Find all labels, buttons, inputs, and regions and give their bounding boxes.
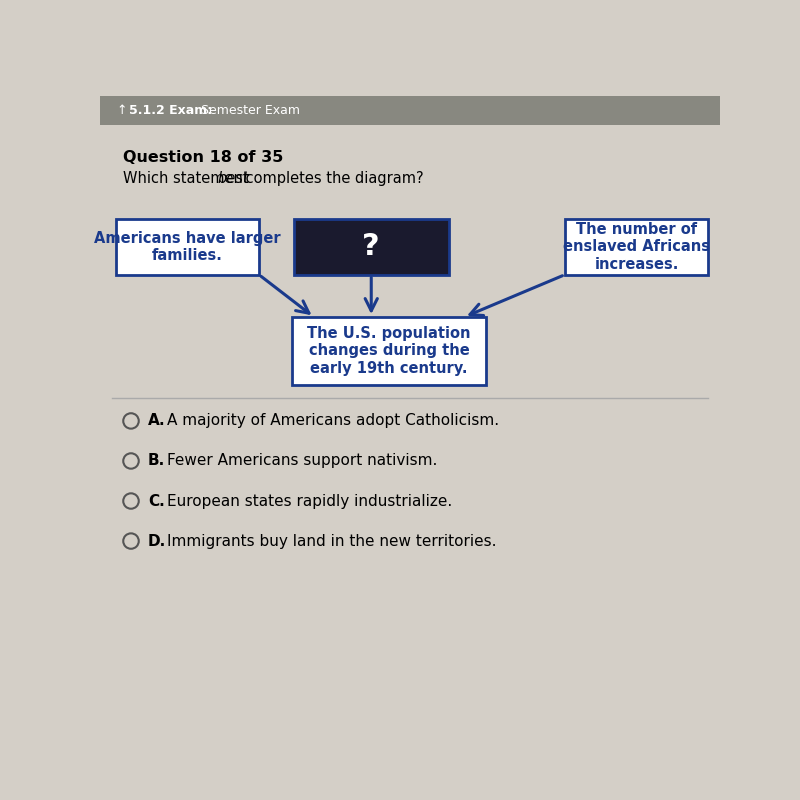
Text: Question 18 of 35: Question 18 of 35	[123, 150, 284, 165]
Circle shape	[123, 534, 138, 549]
FancyBboxPatch shape	[292, 317, 486, 385]
Text: best: best	[218, 170, 250, 186]
Text: Immigrants buy land in the new territories.: Immigrants buy land in the new territori…	[166, 534, 496, 549]
Circle shape	[123, 454, 138, 469]
FancyBboxPatch shape	[565, 219, 708, 274]
Text: A.: A.	[148, 414, 166, 429]
Text: B.: B.	[148, 454, 166, 469]
Text: The U.S. population
changes during the
early 19th century.: The U.S. population changes during the e…	[307, 326, 471, 376]
Text: completes the diagram?: completes the diagram?	[241, 170, 424, 186]
Text: 5.1.2 Exam:: 5.1.2 Exam:	[130, 104, 213, 117]
Text: D.: D.	[148, 534, 166, 549]
Text: The number of
enslaved Africans
increases.: The number of enslaved Africans increase…	[563, 222, 710, 272]
Text: Fewer Americans support nativism.: Fewer Americans support nativism.	[166, 454, 437, 469]
Text: A majority of Americans adopt Catholicism.: A majority of Americans adopt Catholicis…	[166, 414, 498, 429]
Text: ?: ?	[362, 233, 380, 262]
FancyBboxPatch shape	[294, 219, 449, 274]
Text: Which statement: Which statement	[123, 170, 254, 186]
Text: ↑: ↑	[117, 104, 135, 117]
Circle shape	[123, 414, 138, 429]
Text: Semester Exam: Semester Exam	[201, 104, 300, 117]
FancyBboxPatch shape	[115, 219, 259, 274]
Text: C.: C.	[148, 494, 165, 509]
FancyBboxPatch shape	[100, 96, 720, 126]
Text: Americans have larger
families.: Americans have larger families.	[94, 230, 281, 263]
Text: European states rapidly industrialize.: European states rapidly industrialize.	[166, 494, 452, 509]
Circle shape	[123, 494, 138, 509]
